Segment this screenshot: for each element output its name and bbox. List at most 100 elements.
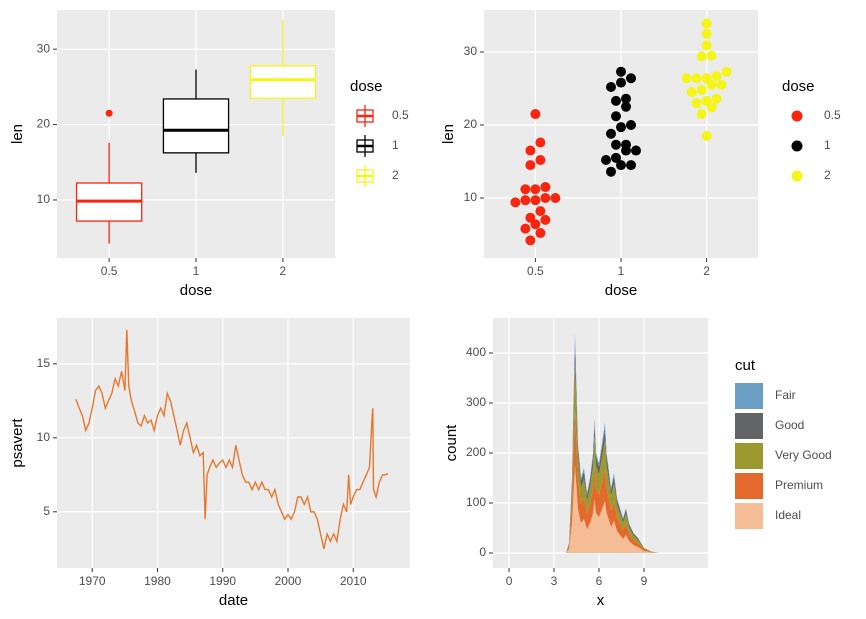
legend-key (735, 503, 763, 529)
y-tick-label: 100 (466, 495, 486, 509)
dot (681, 73, 692, 84)
legend-key (735, 443, 763, 469)
x-tick-label: 0 (506, 574, 513, 588)
legend-label: Fair (775, 388, 796, 402)
legend-label: 1 (392, 138, 399, 152)
y-axis-title: len (9, 124, 26, 144)
legend-key (791, 110, 803, 122)
dot (535, 228, 546, 239)
legend-label: Premium (775, 478, 823, 492)
x-tick-label: 1 (193, 264, 200, 278)
legend-label: 2 (392, 168, 399, 182)
legend-title: dose (782, 78, 815, 95)
dot (525, 235, 536, 246)
y-tick-label: 30 (37, 41, 51, 55)
box (249, 65, 317, 99)
dot (540, 182, 551, 193)
dot (621, 139, 631, 150)
dot (711, 93, 722, 104)
dot (616, 122, 626, 133)
dot (631, 145, 641, 156)
y-tick-label: 10 (464, 190, 478, 204)
dot (601, 155, 611, 166)
y-axis-title: len (440, 124, 457, 144)
y-tick-label: 200 (466, 445, 486, 459)
x-tick-label: 2010 (340, 574, 367, 588)
area (566, 361, 659, 553)
dot (525, 160, 536, 171)
dot (616, 66, 626, 77)
dot (616, 77, 626, 88)
dot (701, 40, 712, 51)
dot (701, 28, 712, 39)
dot (530, 109, 541, 120)
dot (611, 95, 621, 106)
dot (701, 18, 712, 29)
y-axis-title: count (443, 424, 460, 462)
y-tick-label: 400 (466, 345, 486, 359)
x-tick-label: 0.5 (101, 264, 118, 278)
x-tick-label: 0.5 (527, 264, 544, 278)
dot (626, 119, 636, 130)
dot (535, 137, 546, 148)
legend-key (735, 413, 763, 439)
legend-label: 0.5 (824, 108, 841, 122)
y-tick-label: 300 (466, 395, 486, 409)
y-tick-label: 10 (37, 430, 51, 444)
y-tick-label: 10 (37, 192, 51, 206)
legend-label: Ideal (775, 508, 801, 522)
x-tick-label: 2000 (275, 574, 302, 588)
dot (530, 184, 541, 195)
dot (606, 128, 616, 139)
dot (520, 195, 531, 206)
dot (611, 152, 621, 163)
dot (540, 214, 551, 225)
x-tick-label: 1980 (144, 574, 171, 588)
dot (621, 101, 631, 112)
x-axis-title: dose (180, 282, 213, 299)
dot (706, 50, 717, 61)
x-tick-label: 2 (703, 264, 710, 278)
dot (626, 73, 636, 84)
dot (696, 84, 707, 95)
dot (701, 73, 712, 84)
dot (540, 192, 551, 203)
legend-label: Good (775, 418, 804, 432)
x-tick-label: 1 (618, 264, 625, 278)
y-tick-label: 15 (37, 356, 51, 370)
dot (691, 73, 702, 84)
legend-title: dose (350, 78, 383, 95)
x-axis-title: date (219, 592, 248, 609)
dot (711, 71, 722, 82)
dot (621, 93, 631, 104)
line (75, 329, 389, 549)
dot (535, 206, 546, 217)
dot (606, 82, 616, 93)
legend-key (791, 140, 803, 152)
dot (606, 166, 616, 177)
dot (525, 212, 536, 223)
dot (716, 79, 727, 90)
dot (535, 155, 546, 166)
legend-key (735, 473, 763, 499)
y-tick-label: 0 (479, 545, 486, 559)
dot (611, 111, 621, 122)
dot (696, 109, 707, 120)
x-tick-label: 6 (596, 574, 603, 588)
dot (520, 223, 531, 234)
box (162, 98, 230, 154)
legend-key (735, 383, 763, 409)
x-tick-label: 2 (280, 264, 287, 278)
x-tick-label: 9 (641, 574, 648, 588)
legend-label: 0.5 (392, 108, 409, 122)
area (566, 410, 659, 553)
dot (626, 160, 636, 171)
legend-label: 1 (824, 138, 831, 152)
area (566, 341, 659, 553)
area (566, 465, 659, 553)
x-tick-label: 1970 (79, 574, 106, 588)
dot (530, 195, 541, 206)
legend-label: Very Good (775, 448, 832, 462)
x-tick-label: 3 (551, 574, 558, 588)
